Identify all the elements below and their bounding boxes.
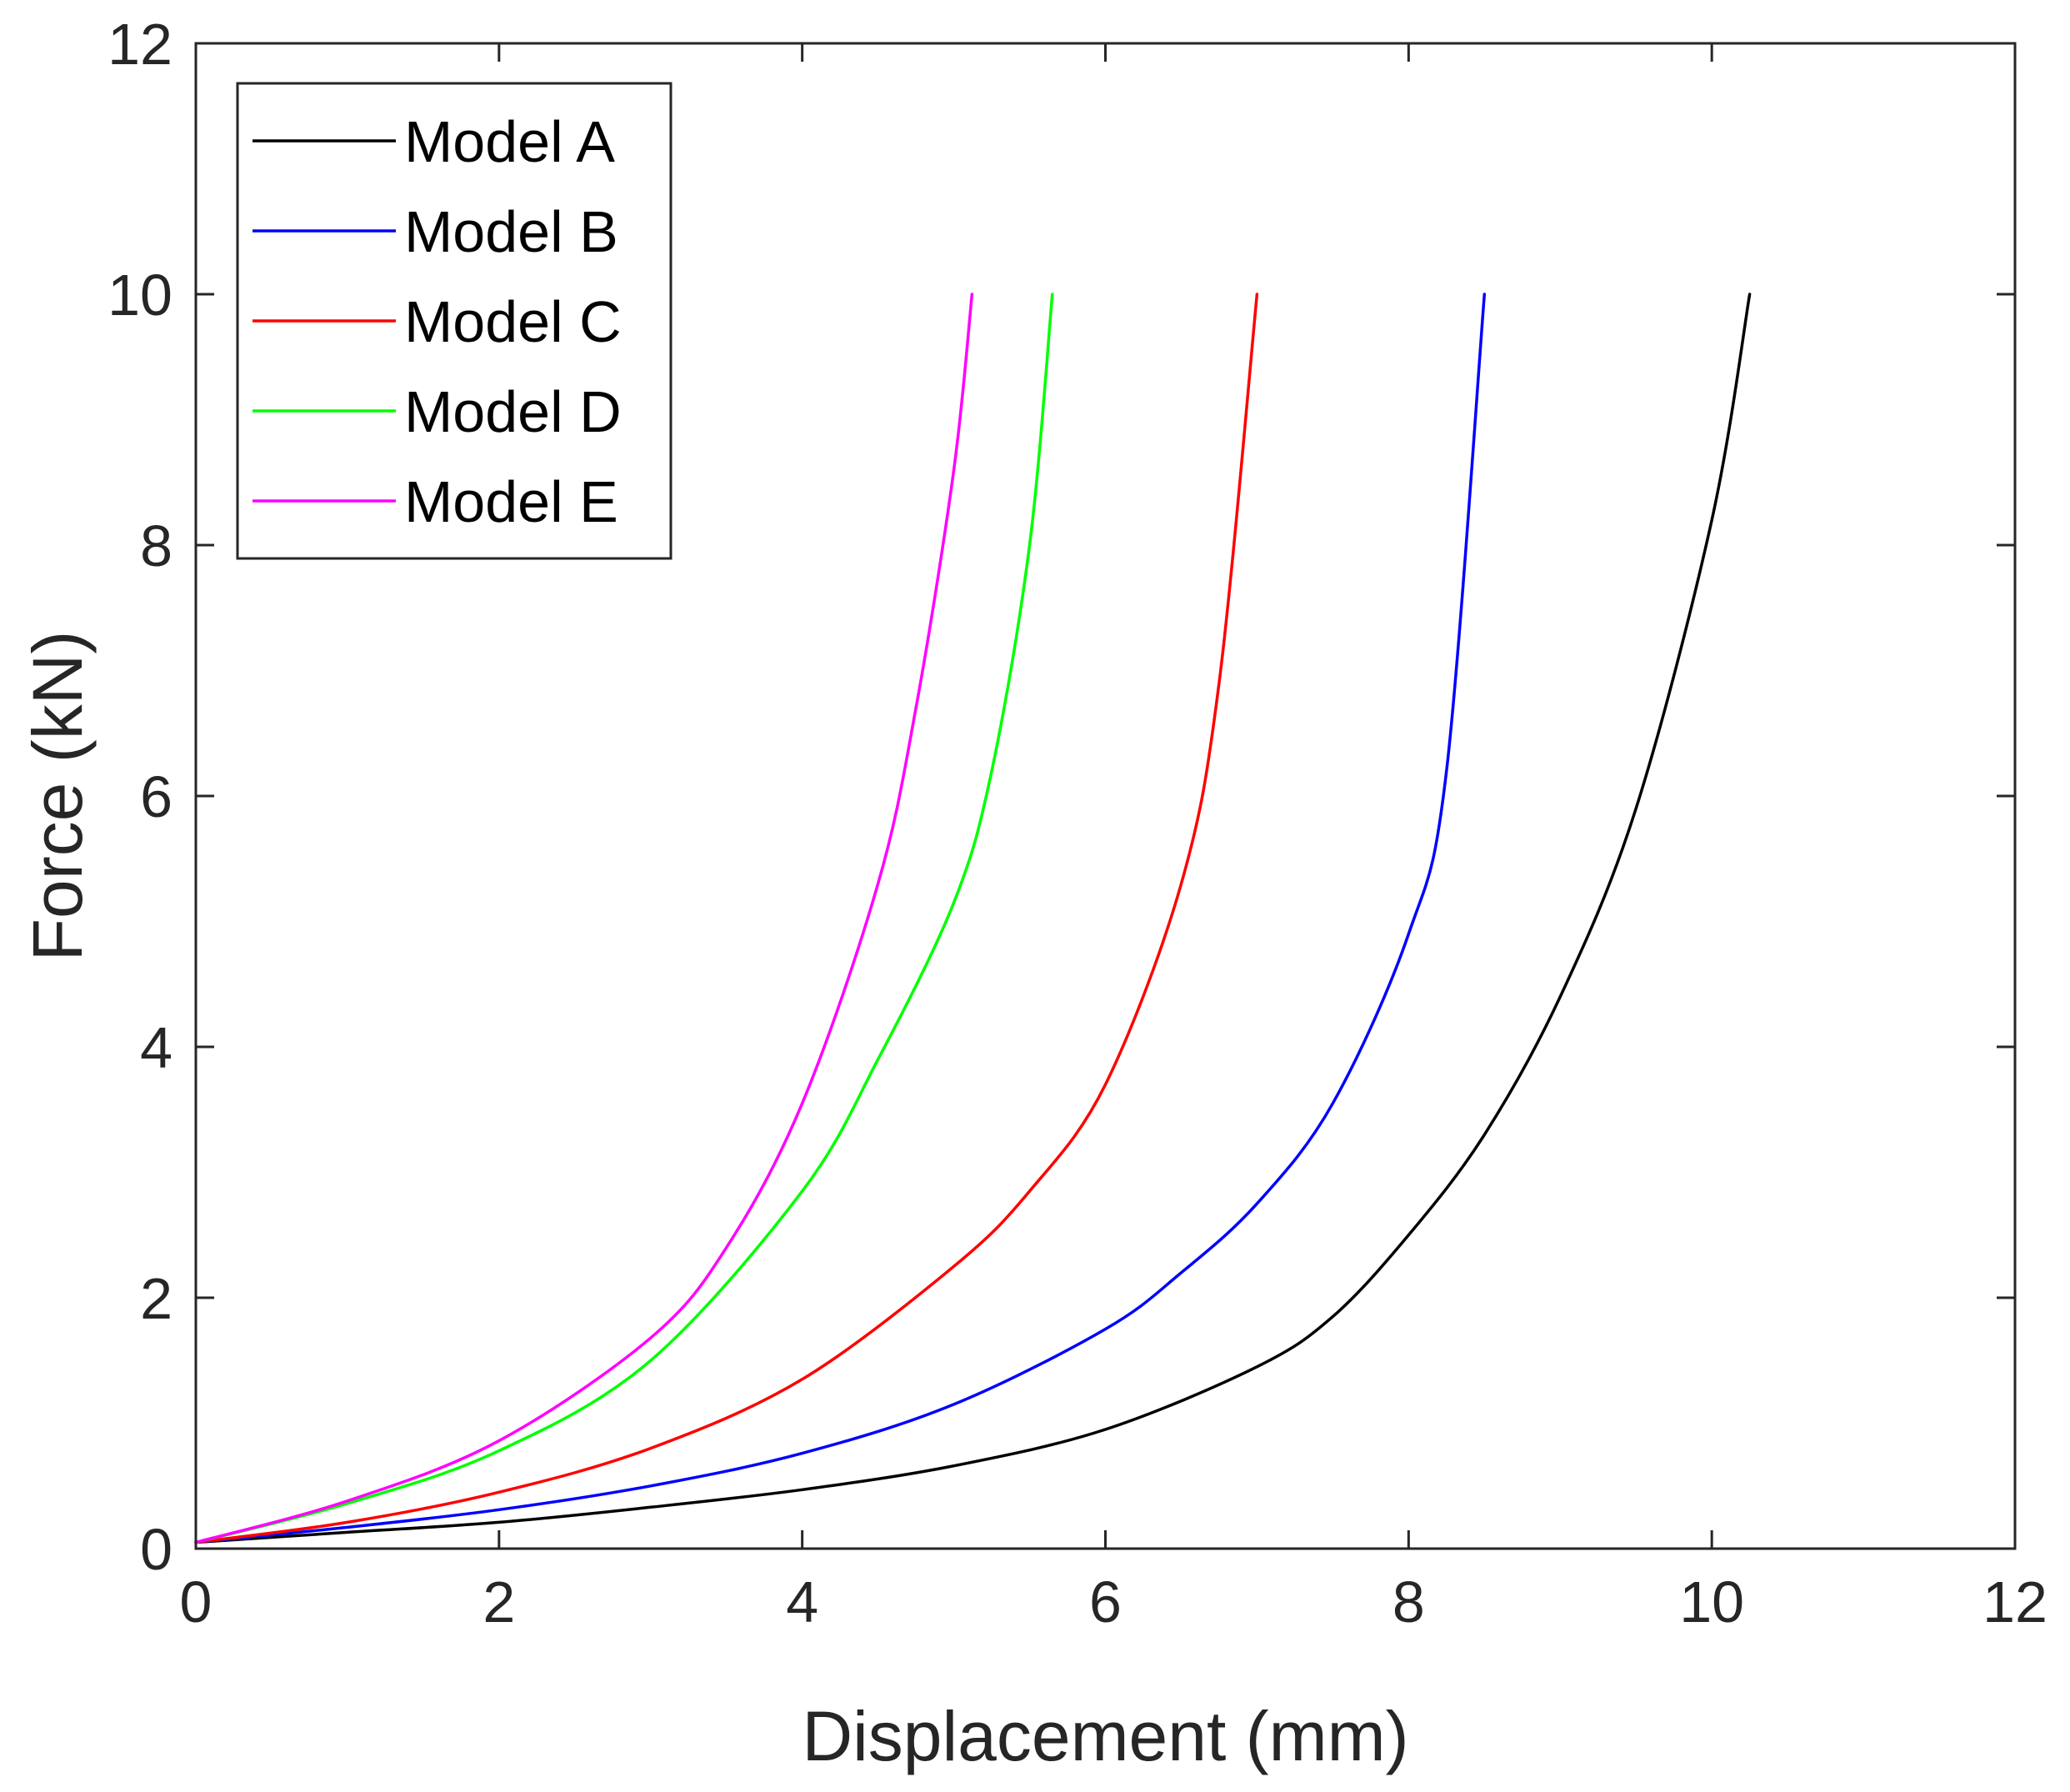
series-line-model-d — [194, 293, 1054, 1544]
axis-ticks: 0 2 4 6 8 10 12 0 2 4 6 8 10 12 — [108, 12, 2048, 1634]
y-tick-label: 6 — [140, 764, 172, 829]
y-axis-title: Force (kN) — [18, 631, 97, 962]
y-tick-label: 2 — [140, 1266, 172, 1331]
legend-label: Model D — [404, 379, 622, 444]
y-tick-label: 12 — [108, 12, 172, 77]
y-tick-label: 8 — [140, 513, 172, 578]
y-tick-label: 10 — [108, 263, 172, 328]
legend-label: Model B — [404, 199, 618, 264]
x-tick-label: 4 — [786, 1569, 818, 1634]
legend-label: Model C — [404, 289, 622, 354]
x-tick-label: 6 — [1089, 1569, 1122, 1634]
x-tick-label: 8 — [1392, 1569, 1425, 1634]
legend-label: Model E — [404, 469, 618, 534]
x-tick-label: 12 — [1982, 1569, 2048, 1634]
legend-label: Model A — [404, 109, 615, 174]
series-line-model-c — [194, 293, 1259, 1544]
x-axis-title: Displacement (mm) — [802, 1697, 1408, 1775]
series-line-model-e — [194, 293, 974, 1544]
x-tick-label: 2 — [482, 1569, 515, 1634]
y-tick-label: 0 — [140, 1517, 172, 1582]
legend: Model A Model B Model C Model D Model E — [236, 82, 672, 560]
y-tick-label: 4 — [140, 1015, 172, 1080]
series-layer — [194, 293, 1752, 1544]
series-line-model-a — [194, 293, 1752, 1544]
series-line-model-b — [194, 293, 1487, 1544]
x-tick-label: 0 — [180, 1569, 212, 1634]
x-tick-label: 10 — [1679, 1569, 1744, 1634]
